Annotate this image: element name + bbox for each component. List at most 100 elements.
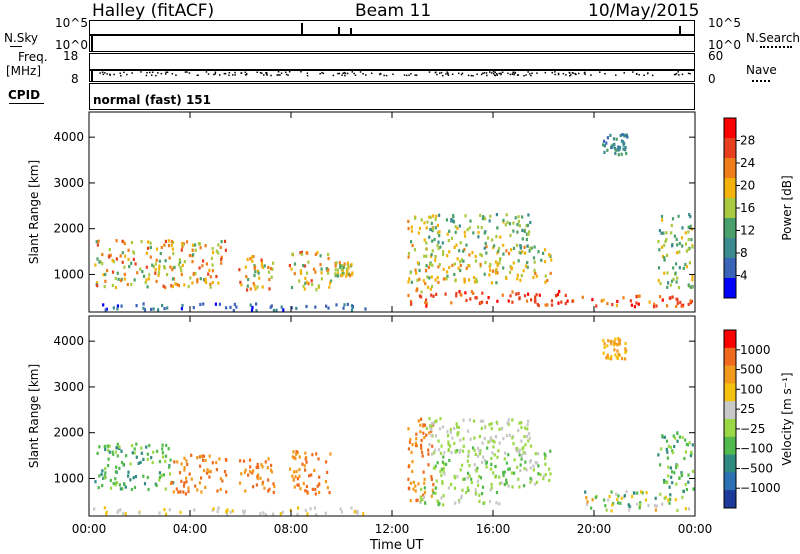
data-cell bbox=[112, 452, 115, 456]
data-cell bbox=[167, 465, 171, 469]
data-cell bbox=[94, 480, 97, 484]
data-cell bbox=[295, 452, 298, 456]
data-cell bbox=[188, 253, 192, 258]
data-cell bbox=[270, 470, 273, 474]
data-cell bbox=[686, 443, 689, 447]
data-cell bbox=[147, 246, 150, 250]
data-cell bbox=[422, 423, 425, 427]
data-cell bbox=[98, 474, 101, 478]
y-tick-label: 4000 bbox=[53, 130, 84, 144]
nave-dot bbox=[480, 73, 483, 76]
data-cell bbox=[247, 277, 250, 282]
data-cell bbox=[270, 275, 273, 279]
data-cell bbox=[489, 488, 492, 492]
data-cell bbox=[194, 248, 197, 252]
data-cell bbox=[109, 253, 112, 257]
data-cell bbox=[423, 254, 426, 258]
data-cell bbox=[407, 477, 410, 481]
data-cell bbox=[566, 299, 569, 303]
nave-dot bbox=[232, 74, 234, 76]
data-cell bbox=[130, 261, 133, 265]
nave-dot bbox=[498, 72, 500, 75]
nave-dot bbox=[280, 72, 283, 74]
data-cell bbox=[505, 249, 508, 253]
data-cell bbox=[158, 264, 161, 268]
nsky-bottom-tick: 10^0 bbox=[55, 38, 88, 52]
data-cell bbox=[473, 436, 476, 440]
y-axis-title: Slant Range [km] bbox=[27, 364, 41, 468]
data-cell bbox=[180, 272, 183, 277]
data-cell bbox=[97, 239, 100, 243]
data-cell bbox=[666, 253, 669, 257]
nave-dot bbox=[244, 74, 247, 76]
data-cell bbox=[617, 494, 620, 498]
data-cell bbox=[495, 235, 498, 239]
data-cell bbox=[356, 511, 359, 515]
data-cell bbox=[180, 479, 183, 483]
data-cell bbox=[436, 243, 439, 247]
data-cell bbox=[564, 293, 567, 297]
data-cell bbox=[678, 266, 681, 270]
data-cell bbox=[335, 261, 338, 265]
data-cell bbox=[414, 484, 417, 488]
data-cell bbox=[305, 280, 309, 284]
data-cell bbox=[209, 282, 212, 286]
data-cell bbox=[268, 287, 271, 291]
data-cell bbox=[180, 248, 183, 252]
data-cell bbox=[477, 235, 480, 239]
data-cell bbox=[524, 451, 527, 455]
nave-dot bbox=[109, 74, 111, 76]
nave-dot bbox=[149, 71, 151, 74]
data-cell bbox=[425, 254, 428, 258]
data-cell bbox=[423, 477, 426, 481]
data-cell bbox=[641, 491, 644, 495]
data-cell bbox=[409, 481, 412, 485]
data-cell bbox=[456, 226, 459, 230]
data-cell bbox=[498, 475, 501, 479]
data-cell bbox=[684, 507, 687, 511]
data-cell bbox=[494, 475, 497, 479]
data-cell bbox=[433, 466, 436, 470]
data-cell bbox=[479, 476, 483, 480]
y-tick-label: 4000 bbox=[53, 334, 84, 348]
data-cell bbox=[617, 501, 620, 505]
nave-dot bbox=[460, 73, 463, 76]
data-cell bbox=[425, 241, 428, 245]
data-cell bbox=[635, 295, 638, 299]
nave-dot bbox=[643, 74, 645, 76]
data-cell bbox=[146, 452, 149, 456]
cpid-label: CPID bbox=[8, 88, 41, 102]
nave-dot bbox=[205, 71, 208, 73]
data-cell bbox=[253, 284, 256, 288]
data-cell bbox=[297, 506, 300, 510]
data-cell bbox=[111, 270, 115, 274]
data-cell bbox=[557, 301, 560, 305]
data-cell bbox=[245, 275, 248, 279]
data-cell bbox=[466, 228, 469, 232]
xaxis-title: Time UT bbox=[370, 538, 424, 553]
data-cell bbox=[304, 489, 307, 493]
data-cell bbox=[111, 258, 114, 262]
data-cell bbox=[250, 308, 254, 312]
data-cell bbox=[619, 133, 622, 138]
data-cell bbox=[430, 429, 433, 433]
data-cell bbox=[343, 262, 346, 266]
data-cell bbox=[107, 448, 110, 452]
data-cell bbox=[478, 493, 481, 497]
data-cell bbox=[211, 280, 214, 285]
data-cell bbox=[152, 450, 155, 454]
data-cell bbox=[687, 473, 690, 477]
data-cell bbox=[667, 474, 670, 478]
nave-dot bbox=[106, 73, 108, 75]
data-cell bbox=[537, 472, 540, 476]
nave-dot bbox=[344, 72, 347, 75]
nave-dot bbox=[365, 74, 367, 76]
data-cell bbox=[186, 240, 189, 244]
data-cell bbox=[426, 275, 429, 279]
data-cell bbox=[459, 448, 462, 452]
nave-dot bbox=[120, 75, 122, 77]
data-cell bbox=[675, 482, 678, 486]
data-cell bbox=[295, 306, 298, 310]
freq-label: Freq. bbox=[18, 50, 48, 64]
